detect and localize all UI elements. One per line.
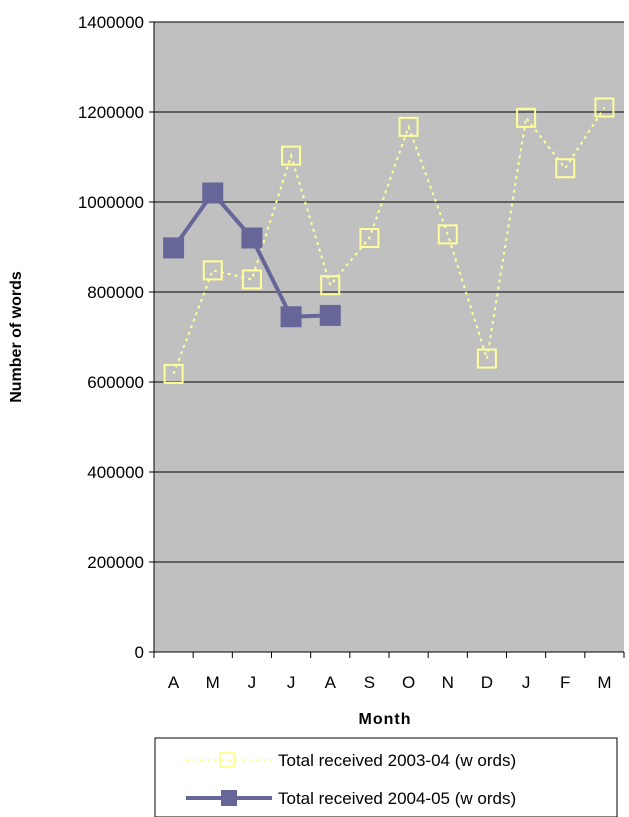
data-point bbox=[280, 306, 302, 328]
legend-item: Total received 2003-04 (w ords) bbox=[186, 751, 516, 770]
x-tick-label: S bbox=[364, 673, 375, 692]
x-tick-label: M bbox=[597, 673, 611, 692]
data-point bbox=[241, 227, 263, 249]
y-axis-title: Number of words bbox=[8, 271, 25, 403]
legend-label: Total received 2003-04 (w ords) bbox=[278, 751, 516, 770]
legend-marker bbox=[221, 790, 237, 806]
y-tick-label: 1000000 bbox=[78, 193, 144, 212]
y-tick-label: 1200000 bbox=[78, 103, 144, 122]
legend-marker bbox=[219, 752, 235, 768]
x-tick-label: F bbox=[560, 673, 570, 692]
y-tick-label: 1400000 bbox=[78, 13, 144, 32]
y-tick-labels: 0 200000 400000 600000 800000 1000000 1200000 1… bbox=[78, 13, 144, 662]
x-tick-label: A bbox=[168, 673, 180, 692]
y-tick-label: 0 bbox=[135, 643, 144, 662]
x-axis-title: Month bbox=[359, 711, 412, 728]
series-2 bbox=[163, 182, 341, 328]
data-point bbox=[555, 158, 576, 179]
x-tick-label: M bbox=[206, 673, 220, 692]
y-tick-label: 200000 bbox=[87, 553, 144, 572]
legend-items: Total received 2003-04 (w ords) Total rec… bbox=[186, 751, 516, 808]
series-layer bbox=[163, 97, 615, 384]
data-point bbox=[202, 260, 223, 281]
data-point bbox=[320, 275, 341, 296]
data-point bbox=[319, 304, 341, 326]
y-tick-label: 600000 bbox=[87, 373, 144, 392]
y-tick-label: 400000 bbox=[87, 463, 144, 482]
plot-area bbox=[154, 22, 624, 652]
x-tick-label: A bbox=[325, 673, 337, 692]
x-tick-label: O bbox=[402, 673, 415, 692]
x-tick-label: J bbox=[287, 673, 296, 692]
y-tick-label: 800000 bbox=[87, 283, 144, 302]
data-point bbox=[476, 348, 497, 369]
data-point bbox=[241, 269, 262, 290]
x-tick-label: J bbox=[522, 673, 531, 692]
data-point bbox=[163, 237, 185, 259]
data-point bbox=[594, 97, 615, 118]
series-1 bbox=[163, 97, 615, 384]
gridlines bbox=[154, 21, 624, 563]
data-point bbox=[398, 116, 419, 137]
legend-label: Total received 2004-05 (w ords) bbox=[278, 789, 516, 808]
data-point bbox=[281, 145, 302, 166]
x-tick-label: N bbox=[442, 673, 454, 692]
legend: Total received 2003-04 (w ords) Total rec… bbox=[154, 737, 618, 817]
data-point bbox=[516, 107, 537, 128]
legend-item: Total received 2004-05 (w ords) bbox=[186, 789, 516, 808]
data-point bbox=[359, 228, 380, 248]
data-point bbox=[163, 363, 184, 384]
axes bbox=[149, 21, 625, 658]
data-point bbox=[437, 224, 458, 245]
x-tick-label: J bbox=[248, 673, 257, 692]
x-tick-label: D bbox=[481, 673, 493, 692]
data-point bbox=[202, 182, 224, 204]
